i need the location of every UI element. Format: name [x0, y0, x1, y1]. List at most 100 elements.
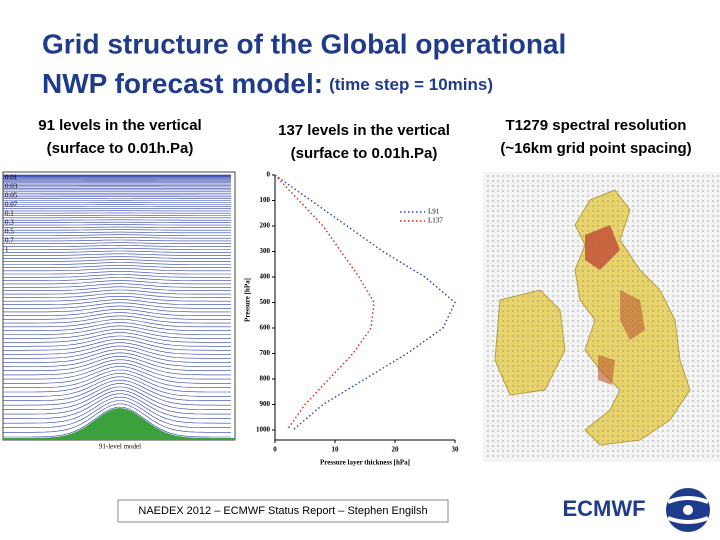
grid-dot — [512, 325, 514, 327]
grid-dot — [537, 265, 539, 267]
grid-dot — [487, 415, 489, 417]
grid-dot — [632, 345, 634, 347]
grid-dot — [577, 290, 579, 292]
grid-dot — [507, 255, 509, 257]
grid-dot — [672, 355, 674, 357]
grid-dot — [602, 385, 604, 387]
terrain — [3, 408, 235, 440]
grid-dot — [567, 315, 569, 317]
grid-dot — [552, 230, 554, 232]
grid-dot — [647, 215, 649, 217]
grid-dot — [637, 365, 639, 367]
grid-dot — [492, 325, 494, 327]
grid-dot — [677, 370, 679, 372]
panel-label: (surface to 0.01h.Pa) — [291, 145, 438, 162]
grid-dot — [652, 235, 654, 237]
grid-dot — [527, 350, 529, 352]
grid-dot — [562, 285, 564, 287]
grid-dot — [487, 225, 489, 227]
grid-dot — [522, 260, 524, 262]
grid-dot — [637, 375, 639, 377]
grid-dot — [682, 420, 684, 422]
grid-dot — [537, 425, 539, 427]
grid-dot — [537, 345, 539, 347]
grid-dot — [702, 265, 704, 267]
grid-dot — [497, 185, 499, 187]
grid-dot — [487, 245, 489, 247]
grid-dot — [572, 335, 574, 337]
grid-dot — [582, 375, 584, 377]
grid-dot — [672, 370, 674, 372]
grid-dot — [547, 275, 549, 277]
grid-dot — [612, 310, 614, 312]
grid-dot — [702, 215, 704, 217]
grid-dot — [602, 400, 604, 402]
series-line — [274, 174, 456, 431]
grid-dot — [712, 410, 714, 412]
grid-dot — [622, 355, 624, 357]
grid-dot — [632, 295, 634, 297]
grid-dot — [612, 415, 614, 417]
grid-dot — [552, 265, 554, 267]
grid-dot — [657, 240, 659, 242]
grid-dot — [697, 385, 699, 387]
grid-dot — [717, 410, 719, 412]
panel-label: (surface to 0.01h.Pa) — [47, 140, 194, 157]
grid-dot — [557, 195, 559, 197]
grid-dot — [517, 325, 519, 327]
grid-dot — [577, 295, 579, 297]
grid-dot — [617, 310, 619, 312]
grid-dot — [682, 180, 684, 182]
grid-dot — [497, 315, 499, 317]
grid-dot — [717, 345, 719, 347]
grid-dot — [627, 320, 629, 322]
grid-dot — [627, 435, 629, 437]
grid-dot — [717, 245, 719, 247]
grid-dot — [497, 260, 499, 262]
grid-dot — [557, 240, 559, 242]
grid-dot — [657, 310, 659, 312]
grid-dot — [622, 250, 624, 252]
grid-dot — [692, 295, 694, 297]
grid-dot — [572, 270, 574, 272]
grid-dot — [672, 415, 674, 417]
grid-dot — [547, 345, 549, 347]
grid-dot — [502, 380, 504, 382]
grid-dot — [557, 270, 559, 272]
grid-dot — [662, 300, 664, 302]
grid-dot — [667, 295, 669, 297]
grid-dot — [552, 250, 554, 252]
grid-dot — [672, 425, 674, 427]
grid-dot — [602, 440, 604, 442]
grid-dot — [612, 215, 614, 217]
grid-dot — [657, 290, 659, 292]
grid-dot — [637, 420, 639, 422]
grid-dot — [602, 390, 604, 392]
grid-dot — [582, 235, 584, 237]
grid-dot — [497, 380, 499, 382]
grid-dot — [612, 330, 614, 332]
grid-dot — [712, 220, 714, 222]
grid-dot — [557, 420, 559, 422]
grid-dot — [627, 220, 629, 222]
grid-dot — [642, 185, 644, 187]
grid-dot — [717, 210, 719, 212]
grid-dot — [692, 185, 694, 187]
grid-dot — [652, 200, 654, 202]
grid-dot — [532, 455, 534, 457]
grid-dot — [562, 315, 564, 317]
grid-dot — [627, 300, 629, 302]
grid-dot — [527, 245, 529, 247]
grid-dot — [547, 295, 549, 297]
grid-dot — [567, 185, 569, 187]
grid-dot — [632, 175, 634, 177]
grid-dot — [622, 265, 624, 267]
grid-dot — [577, 185, 579, 187]
grid-dot — [712, 210, 714, 212]
grid-dot — [507, 325, 509, 327]
grid-dot — [632, 260, 634, 262]
grid-dot — [677, 335, 679, 337]
grid-dot — [617, 175, 619, 177]
grid-dot — [627, 290, 629, 292]
grid-dot — [542, 380, 544, 382]
